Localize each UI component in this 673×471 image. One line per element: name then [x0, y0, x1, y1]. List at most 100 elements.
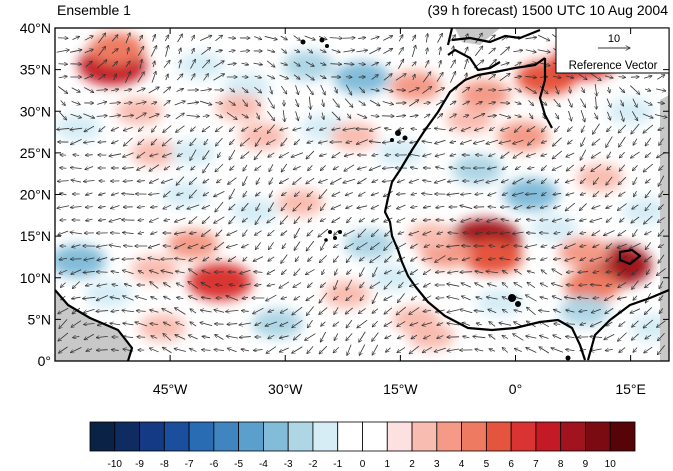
- wind-arrow: [475, 349, 484, 351]
- wind-arrow: [320, 331, 326, 342]
- wind-arrow: [127, 48, 129, 55]
- wind-arrow: [488, 102, 496, 104]
- wind-arrow: [593, 190, 600, 197]
- wind-arrow: [226, 336, 238, 338]
- wind-arrow: [358, 228, 367, 237]
- wind-arrow: [370, 281, 381, 288]
- wind-arrow: [463, 59, 467, 70]
- wind-arrow: [515, 165, 521, 169]
- wind-arrow: [631, 216, 640, 223]
- wind-arrow: [281, 297, 288, 299]
- wind-arrow: [187, 102, 198, 104]
- wind-arrow: [112, 284, 119, 285]
- wind-arrow: [308, 165, 313, 170]
- wind-arrow: [226, 112, 237, 119]
- wind-arrow: [294, 139, 301, 144]
- wind-arrow: [371, 204, 380, 209]
- wind-arrow: [397, 335, 405, 338]
- wind-arrow: [409, 115, 418, 116]
- wind-arrow: [450, 141, 457, 142]
- wind-arrow: [476, 323, 482, 325]
- wind-arrow: [332, 151, 341, 158]
- wind-arrow: [525, 295, 537, 302]
- wind-arrow: [591, 164, 602, 171]
- wind-arrow: [70, 128, 83, 130]
- colorbar-label: 3: [434, 459, 440, 470]
- wind-arrow: [384, 307, 393, 314]
- wind-arrow: [423, 180, 432, 181]
- wind-arrow: [399, 281, 404, 288]
- wind-arrow: [269, 177, 274, 185]
- y-tick-label: 5°N: [28, 311, 52, 327]
- wind-arrow: [332, 128, 341, 130]
- wind-arrow: [606, 98, 611, 108]
- wind-arrow: [294, 227, 301, 238]
- wind-arrow: [525, 86, 537, 94]
- anomaly-patch: [161, 180, 209, 209]
- wind-arrow: [202, 270, 211, 274]
- wind-arrow: [423, 102, 431, 103]
- wind-arrow: [527, 307, 536, 316]
- colorbar-swatch: [312, 421, 339, 452]
- wind-arrow: [257, 112, 260, 119]
- wind-arrow: [214, 310, 225, 313]
- wind-arrow: [552, 165, 562, 171]
- wind-arrow: [150, 154, 159, 157]
- left-title: Ensemble 1: [57, 2, 131, 18]
- wind-arrow: [411, 256, 418, 261]
- wind-arrow: [592, 123, 600, 135]
- wind-arrow: [149, 164, 160, 171]
- anomaly-patch: [251, 308, 304, 339]
- wind-arrow: [267, 50, 275, 52]
- wind-arrow: [397, 59, 403, 70]
- wind-arrow: [541, 258, 548, 261]
- wind-arrow: [282, 243, 287, 248]
- wind-arrow: [435, 255, 446, 263]
- wind-arrow: [256, 203, 261, 210]
- wind-arrow: [97, 284, 108, 286]
- wind-arrow: [630, 151, 640, 158]
- wind-arrow: [70, 206, 82, 207]
- anomaly-patch: [407, 222, 455, 250]
- wind-arrow: [240, 51, 249, 52]
- wind-arrow: [239, 323, 251, 325]
- wind-arrow: [502, 348, 509, 353]
- wind-arrow: [447, 297, 460, 300]
- wind-arrow: [264, 36, 278, 39]
- wind-arrow: [618, 77, 626, 78]
- wind-arrow: [294, 50, 300, 52]
- wind-arrow: [658, 254, 665, 263]
- wind-arrow: [96, 60, 107, 69]
- wind-arrow: [148, 258, 161, 261]
- colorbar: -10 -9 -8 -7 -6 -5 -4 -3 -2 -1 0 1 2 3 4 5 6 7 8 9 10: [89, 421, 636, 470]
- wind-arrow: [488, 259, 496, 260]
- wind-arrow: [645, 152, 652, 158]
- wind-arrow: [109, 245, 122, 247]
- wind-arrow: [267, 111, 274, 120]
- anomaly-patch: [459, 79, 511, 110]
- wind-arrow: [57, 128, 70, 129]
- colorbar-swatch: [510, 421, 537, 452]
- wind-arrow: [566, 349, 575, 350]
- wind-arrow: [294, 241, 301, 251]
- wind-arrow: [254, 150, 263, 159]
- wind-arrow: [85, 193, 93, 195]
- wind-arrow: [397, 142, 405, 143]
- wind-arrow: [514, 62, 522, 67]
- wind-arrow: [526, 233, 536, 234]
- wind-arrow: [606, 321, 613, 326]
- wind-arrow: [308, 203, 313, 210]
- wind-arrow: [72, 297, 81, 299]
- wind-arrow: [554, 324, 561, 325]
- wind-arrow: [618, 177, 627, 184]
- wind-arrow: [85, 61, 92, 68]
- wind-arrow: [255, 215, 262, 224]
- wind-arrow: [501, 179, 509, 182]
- wind-arrow: [149, 178, 159, 184]
- wind-arrow: [460, 205, 473, 209]
- wind-arrow: [255, 230, 262, 236]
- wind-arrow: [329, 38, 342, 39]
- wind-arrow: [607, 125, 612, 131]
- wind-arrow: [268, 229, 275, 236]
- wind-arrow: [175, 113, 185, 120]
